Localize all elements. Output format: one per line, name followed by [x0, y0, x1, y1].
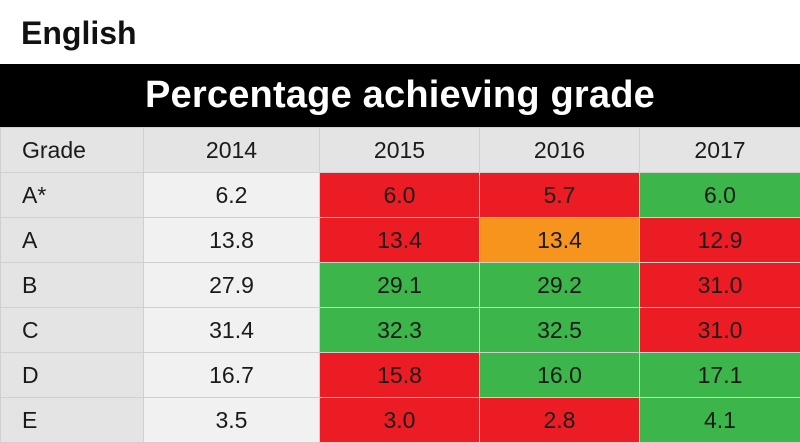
table-cell: 29.2	[480, 263, 640, 308]
table-cell: 31.0	[640, 308, 800, 353]
table-row: C 31.4 32.3 32.5 31.0	[1, 308, 800, 353]
grade-table: Grade 2014 2015 2016 2017 A* 6.2 6.0 5.7…	[0, 127, 800, 443]
grade-label: D	[1, 353, 144, 398]
table-cell: 13.4	[320, 218, 480, 263]
grade-label: E	[1, 398, 144, 443]
table-cell: 5.7	[480, 173, 640, 218]
table-row: E 3.5 3.0 2.8 4.1	[1, 398, 800, 443]
column-header-2017: 2017	[640, 128, 800, 173]
column-header-2014: 2014	[144, 128, 320, 173]
table-cell: 2.8	[480, 398, 640, 443]
table-cell: 4.1	[640, 398, 800, 443]
table-cell: 15.8	[320, 353, 480, 398]
table-row: D 16.7 15.8 16.0 17.1	[1, 353, 800, 398]
table-cell: 13.4	[480, 218, 640, 263]
table-row: A 13.8 13.4 13.4 12.9	[1, 218, 800, 263]
column-header-2016: 2016	[480, 128, 640, 173]
table-cell: 6.0	[320, 173, 480, 218]
grade-label: B	[1, 263, 144, 308]
table-cell: 32.3	[320, 308, 480, 353]
table-cell: 13.8	[144, 218, 320, 263]
table-cell: 29.1	[320, 263, 480, 308]
table-row: A* 6.2 6.0 5.7 6.0	[1, 173, 800, 218]
table-cell: 6.2	[144, 173, 320, 218]
grade-label: C	[1, 308, 144, 353]
table-cell: 3.5	[144, 398, 320, 443]
grade-label: A	[1, 218, 144, 263]
table-cell: 17.1	[640, 353, 800, 398]
table-title: Percentage achieving grade	[0, 64, 800, 127]
column-header-grade: Grade	[1, 128, 144, 173]
table-row: B 27.9 29.1 29.2 31.0	[1, 263, 800, 308]
table-cell: 16.7	[144, 353, 320, 398]
column-header-2015: 2015	[320, 128, 480, 173]
table-cell: 6.0	[640, 173, 800, 218]
table-cell: 3.0	[320, 398, 480, 443]
table-cell: 12.9	[640, 218, 800, 263]
grade-label: A*	[1, 173, 144, 218]
header-row: Grade 2014 2015 2016 2017	[1, 128, 800, 173]
table-cell: 31.0	[640, 263, 800, 308]
table-cell: 32.5	[480, 308, 640, 353]
table-cell: 31.4	[144, 308, 320, 353]
table-cell: 27.9	[144, 263, 320, 308]
table-cell: 16.0	[480, 353, 640, 398]
subject-title: English	[21, 10, 137, 56]
